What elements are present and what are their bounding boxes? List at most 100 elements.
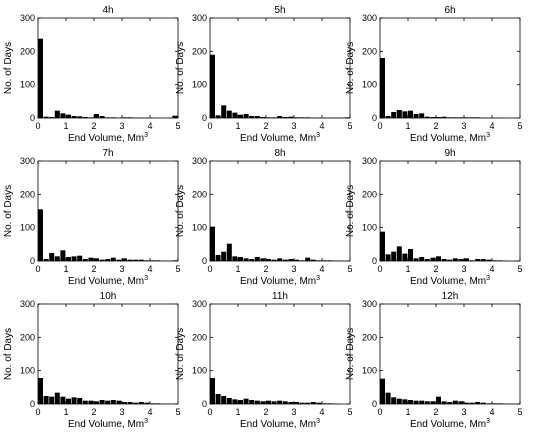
chart-5-xlabel-text: End Volume, Mm — [410, 276, 486, 287]
chart-2-bar-1 — [385, 116, 391, 118]
chart-3-title: 7h — [102, 148, 113, 159]
chart-2-bar-3 — [396, 110, 402, 118]
chart-6-bar-15 — [122, 402, 127, 404]
chart-2-bar-4 — [402, 111, 408, 118]
chart-4-xtick-label-3: 3 — [291, 264, 296, 274]
chart-4-ylabel: No. of Days — [175, 185, 186, 237]
chart-0-bar-0 — [38, 38, 43, 118]
chart-2-axes-box — [379, 17, 521, 119]
chart-8-xlabel: End Volume, Mm3 — [410, 418, 490, 430]
chart-4-bar-2 — [221, 251, 227, 261]
chart-5-bar-10 — [436, 256, 441, 261]
chart-7-xlabel-text: End Volume, Mm — [240, 419, 316, 430]
chart-5-bar-12 — [447, 259, 453, 261]
chart-8-xlabel-text: End Volume, Mm — [410, 419, 486, 430]
chart-2-bar-9 — [430, 117, 436, 118]
chart-6-xtick-label-2: 2 — [91, 407, 96, 417]
chart-8-bar-2 — [391, 397, 397, 404]
chart-7-xtick-label-5: 5 — [347, 407, 352, 417]
chart-7-ytick-label-0: 0 — [202, 399, 207, 409]
chart-8-axes-box — [379, 303, 521, 405]
chart-4-xlabel-sup: 3 — [316, 275, 320, 282]
chart-8-xtick-label-5: 5 — [517, 407, 522, 417]
chart-7-bar-6 — [243, 398, 249, 404]
chart-1-bar-7 — [249, 116, 255, 118]
chart-8-xtick-label-2: 2 — [433, 407, 438, 417]
chart-4-title: 8h — [274, 148, 285, 159]
chart-0-bar-10 — [94, 114, 99, 118]
chart-5-xtick-label-5: 5 — [517, 264, 522, 274]
chart-4-bar-9 — [260, 258, 266, 261]
chart-8-bar-8 — [424, 401, 430, 404]
chart-6-xtick-label-0: 0 — [35, 407, 40, 417]
chart-8-bar-12 — [447, 402, 453, 404]
chart-6-xlabel: End Volume, Mm3 — [68, 418, 148, 430]
chart-0-ytick-label-1: 100 — [20, 80, 35, 90]
chart-2-xtick-label-4: 4 — [489, 121, 494, 131]
chart-8-xtick-label-1: 1 — [405, 407, 410, 417]
chart-3-ytick-label-1: 100 — [20, 223, 35, 233]
chart-6-bar-17 — [133, 402, 139, 404]
chart-7-bar-14 — [288, 402, 294, 404]
chart-6-ytick-label-3: 300 — [20, 299, 35, 309]
chart-4-xtick-label-0: 0 — [207, 264, 212, 274]
chart-1-xtick-label-3: 3 — [291, 121, 296, 131]
chart-2-bar-11 — [441, 116, 447, 118]
chart-5-bar-9 — [430, 257, 436, 261]
chart-4-bar-17 — [305, 257, 311, 261]
chart-5-xtick-label-4: 4 — [489, 264, 494, 274]
chart-7-bar-12 — [277, 400, 283, 404]
chart-1-bar-14 — [288, 116, 294, 118]
chart-0-xtick-label-4: 4 — [147, 121, 152, 131]
chart-8-bar-14 — [458, 401, 464, 404]
chart-7-bar-8 — [254, 400, 260, 404]
chart-8-bar-7 — [419, 400, 425, 404]
chart-3-ytick-label-3: 300 — [20, 156, 35, 166]
chart-1-axes-box — [209, 17, 351, 119]
chart-5-ytick-label-0: 0 — [372, 256, 377, 266]
chart-6-ytick-label-0: 0 — [30, 399, 35, 409]
chart-6-xtick-label-4: 4 — [147, 407, 152, 417]
chart-4-bar-13 — [282, 259, 288, 261]
chart-0-bar-8 — [82, 117, 88, 118]
chart-6-bar-9 — [88, 400, 94, 404]
chart-5-xlabel: End Volume, Mm3 — [410, 275, 490, 287]
chart-1-xlabel-sup: 3 — [316, 132, 320, 139]
chart-3-bar-14 — [116, 259, 122, 261]
chart-7-bar-18 — [310, 402, 316, 404]
chart-3-xlabel-sup: 3 — [144, 275, 148, 282]
chart-1-bar-1 — [215, 115, 221, 118]
chart-1-bar-0 — [210, 54, 215, 118]
chart-1-xlabel: End Volume, Mm3 — [240, 132, 320, 144]
chart-7-ytick-label-3: 300 — [192, 299, 207, 309]
chart-3-bar-13 — [110, 257, 116, 261]
chart-7-bar-15 — [294, 402, 299, 404]
chart-6-bar-5 — [66, 398, 71, 404]
chart-5-bar-6 — [413, 258, 419, 261]
chart-0-bar-1 — [43, 116, 49, 118]
chart-1-title: 5h — [274, 5, 285, 16]
chart-6-bar-10 — [94, 401, 99, 404]
chart-1-bar-5 — [238, 114, 243, 118]
chart-7-xlabel: End Volume, Mm3 — [240, 418, 320, 430]
chart-7-ytick-label-1: 100 — [192, 366, 207, 376]
chart-4-bar-4 — [232, 256, 238, 261]
chart-0-axes-box — [37, 17, 179, 119]
chart-6-xlabel-sup: 3 — [144, 418, 148, 425]
chart-0-xlabel-text: End Volume, Mm — [68, 133, 144, 144]
chart-0-xtick-label-3: 3 — [119, 121, 124, 131]
chart-2-bar-7 — [419, 113, 425, 118]
chart-5-xtick-label-2: 2 — [433, 264, 438, 274]
chart-3-xtick-label-1: 1 — [63, 264, 68, 274]
chart-0-bar-11 — [99, 116, 105, 118]
chart-7-bar-2 — [221, 396, 227, 404]
chart-5-bar-14 — [458, 259, 464, 261]
chart-3-bar-17 — [133, 259, 139, 261]
chart-7-bar-4 — [232, 399, 238, 404]
chart-5-bar-11 — [441, 259, 447, 261]
chart-1-xlabel-text: End Volume, Mm — [240, 133, 316, 144]
chart-3-xtick-label-0: 0 — [35, 264, 40, 274]
chart-6-bar-11 — [99, 400, 105, 404]
chart-7-bar-0 — [210, 378, 215, 404]
